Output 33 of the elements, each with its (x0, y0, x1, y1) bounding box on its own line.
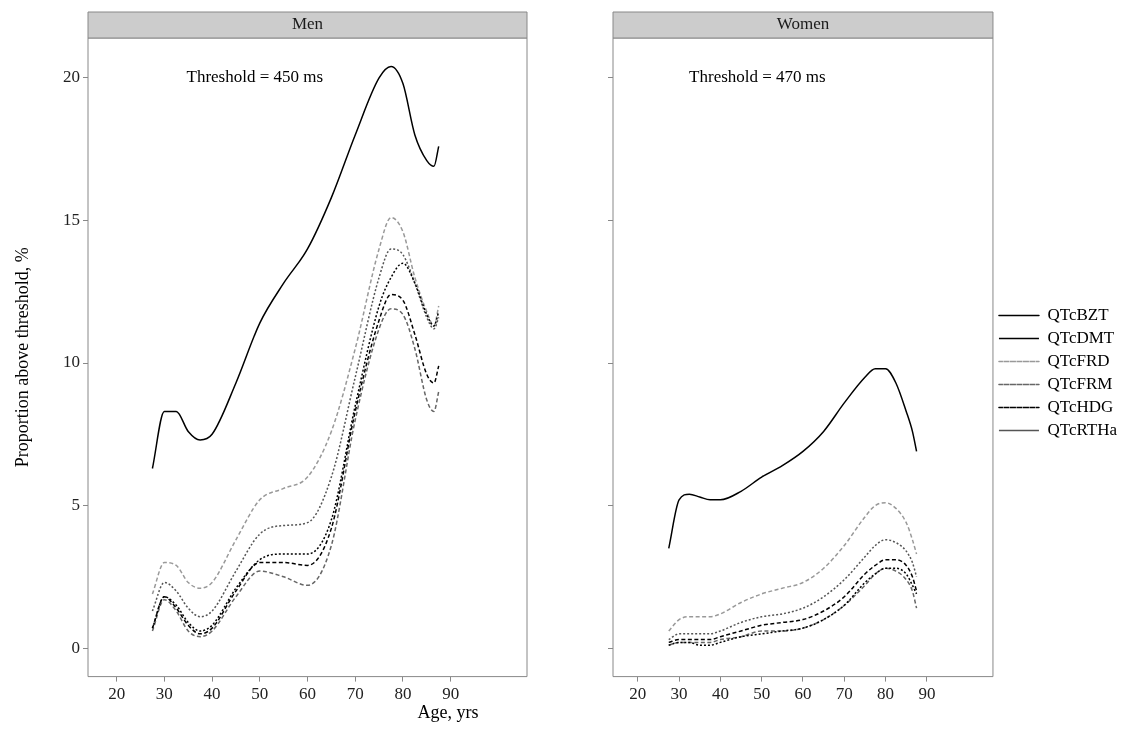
y-tick-label: 15 (63, 209, 80, 229)
legend-label: QTcDMT (1047, 327, 1115, 347)
x-tick-label: 50 (251, 684, 269, 704)
x-tick-label: 50 (753, 684, 771, 704)
y-tick-label: 0 (71, 637, 80, 657)
chart-title: Men (291, 14, 324, 34)
y-axis-title: Proportion above threshold, % (11, 247, 32, 468)
legend-label: QTcFRD (1047, 350, 1110, 370)
y-tick-label: 10 (63, 352, 80, 372)
x-axis-title: Age, yrs (416, 702, 480, 723)
legend-label: QTcBZT (1047, 304, 1110, 324)
y-tick-label: 5 (71, 495, 80, 515)
annotation: Threshold = 450 ms (186, 67, 324, 87)
x-tick-label: 30 (670, 684, 688, 704)
x-tick-label: 60 (299, 684, 316, 704)
x-tick-label: 90 (442, 684, 460, 704)
x-tick-label: 20 (108, 684, 126, 704)
x-tick-label: 80 (877, 684, 895, 704)
x-tick-label: 60 (794, 684, 812, 704)
chart-title: Women (776, 14, 830, 34)
annotation: Threshold = 470 ms (689, 67, 826, 87)
y-tick-label: 20 (63, 67, 80, 87)
x-tick-label: 20 (629, 684, 647, 704)
x-tick-label: 30 (155, 684, 173, 704)
x-tick-label: 70 (346, 684, 364, 704)
legend-label: QTcHDG (1047, 396, 1114, 416)
x-tick-label: 70 (835, 684, 853, 704)
legend-label: QTcRTHa (1047, 419, 1118, 439)
legend-label: QTcFRM (1047, 373, 1113, 393)
x-tick-label: 40 (203, 684, 221, 704)
x-tick-label: 80 (394, 684, 412, 704)
x-tick-label: 90 (918, 684, 936, 704)
x-tick-label: 40 (711, 684, 729, 704)
